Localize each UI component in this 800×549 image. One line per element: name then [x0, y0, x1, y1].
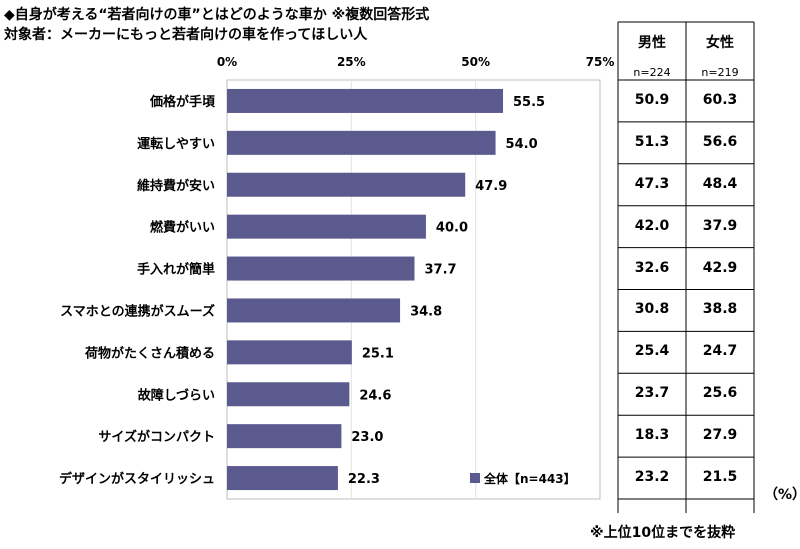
bar-value-label: 37.7	[424, 263, 456, 278]
male-column-header: 男性	[638, 35, 666, 51]
category-label: 価格が手頃	[149, 94, 216, 110]
male-value-cell: 51.3	[634, 133, 670, 150]
unit-label: （%）	[764, 487, 800, 503]
bar-value-label: 34.8	[410, 304, 442, 319]
male-value-cell: 18.3	[634, 427, 670, 444]
bar-value-label: 25.1	[362, 346, 394, 361]
female-value-cell: 42.9	[702, 259, 738, 276]
category-label: 燃費がいい	[150, 220, 215, 236]
bar	[227, 130, 496, 155]
male-value-cell: 32.6	[634, 259, 670, 276]
bar	[227, 256, 415, 281]
female-value-cell: 56.6	[702, 133, 738, 150]
category-label: 故障しづらい	[138, 387, 215, 403]
bar	[227, 88, 504, 113]
legend-label: 全体【n=443】	[483, 471, 576, 486]
legend-swatch	[470, 473, 480, 483]
footnote: ※上位10位までを抜粋	[590, 525, 736, 541]
category-label: スマホとの連携がスムーズ	[60, 303, 215, 319]
category-label: 維持費が安い	[137, 178, 215, 194]
male-value-cell: 23.7	[634, 385, 670, 402]
female-value-cell: 60.3	[702, 91, 738, 108]
male-sample-size: n=224	[633, 66, 671, 79]
female-value-cell: 37.9	[702, 217, 738, 234]
bar-value-label: 55.5	[513, 95, 545, 110]
bar	[227, 214, 426, 239]
bar	[227, 340, 352, 365]
category-label: サイズがコンパクト	[98, 429, 215, 445]
male-value-cell: 23.2	[634, 469, 670, 486]
bar	[227, 298, 401, 323]
bar-value-label: 22.3	[348, 472, 380, 487]
bar-value-label: 23.0	[351, 430, 383, 445]
x-tick-label: 50%	[461, 55, 490, 69]
x-tick-label: 25%	[337, 55, 366, 69]
plot-area	[226, 79, 601, 500]
male-value-cell: 42.0	[634, 217, 670, 234]
bar	[227, 424, 342, 449]
male-value-cell: 30.8	[634, 301, 670, 318]
female-value-cell: 48.4	[702, 175, 738, 192]
x-tick-label: 75%	[586, 55, 615, 69]
chart-subtitle: 対象者：メーカーにもっと若者向けの車を作ってほしい人	[4, 27, 368, 43]
category-label: 手入れが簡単	[137, 262, 215, 278]
category-label: デザインがスタイリッシュ	[59, 471, 215, 487]
chart-title: ◆自身が考える“若者向けの車”とはどのような車か ※複数回答形式	[4, 7, 430, 23]
female-sample-size: n=219	[701, 66, 739, 79]
bar-value-label: 47.9	[475, 179, 507, 194]
bar	[227, 172, 466, 197]
female-value-cell: 38.8	[702, 301, 738, 318]
male-value-cell: 25.4	[634, 343, 670, 360]
female-column-header: 女性	[706, 35, 734, 51]
category-label: 荷物がたくさん積める	[84, 345, 215, 361]
category-label: 運転しやすい	[137, 136, 215, 152]
bar-value-label: 40.0	[436, 221, 468, 236]
x-tick-label: 0%	[217, 55, 237, 69]
female-value-cell: 21.5	[702, 469, 738, 486]
bar-value-label: 54.0	[506, 137, 538, 152]
male-value-cell: 50.9	[634, 91, 670, 108]
bar	[227, 466, 338, 491]
female-value-cell: 25.6	[702, 385, 738, 402]
female-value-cell: 24.7	[702, 343, 738, 360]
male-value-cell: 47.3	[634, 175, 670, 192]
bar-value-label: 24.6	[359, 388, 391, 403]
female-value-cell: 27.9	[702, 427, 738, 444]
bar	[227, 382, 350, 407]
